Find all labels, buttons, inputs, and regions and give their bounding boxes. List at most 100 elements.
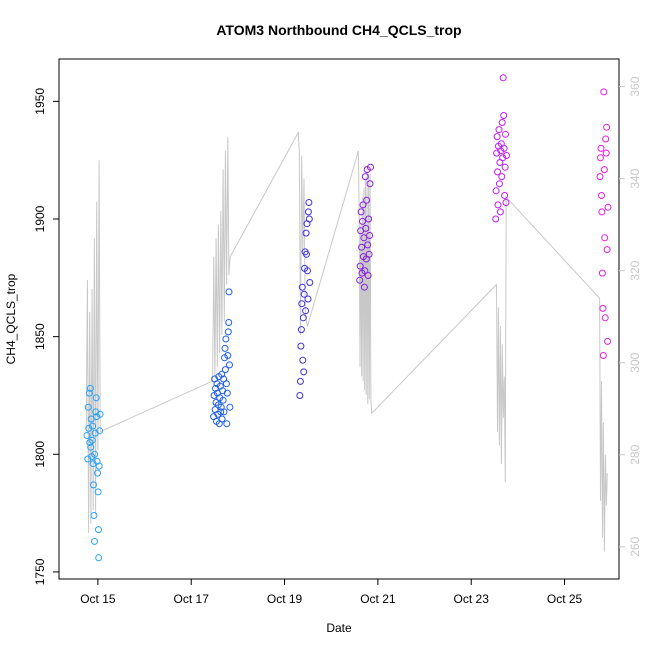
data-point: [223, 389, 231, 397]
data-point: [603, 246, 611, 254]
right-tick-label: 360: [628, 76, 642, 96]
data-point: [300, 368, 308, 376]
data-point: [85, 389, 93, 397]
data-point: [598, 269, 606, 277]
data-point: [304, 267, 311, 275]
data-point: [225, 319, 233, 326]
x-axis: Oct 15 Oct 17 Oct 19 Oct 21 Oct 23 Oct 25: [80, 579, 583, 606]
data-point: [502, 199, 510, 206]
data-point: [305, 199, 313, 206]
data-point: [503, 152, 510, 159]
data-point: [86, 384, 94, 392]
data-point: [224, 352, 232, 359]
data-point: [596, 173, 604, 181]
data-point: [87, 443, 95, 451]
data-point: [360, 234, 368, 242]
data-point: [298, 300, 306, 308]
data-point: [499, 74, 507, 82]
data-point: [356, 262, 364, 270]
data-point: [224, 328, 232, 336]
data-point: [361, 267, 369, 275]
data-point: [599, 304, 607, 312]
data-point: [222, 380, 230, 388]
data-point: [96, 427, 104, 435]
data-point: [362, 224, 370, 232]
data-point: [492, 215, 500, 223]
chart-title: ATOM3 Northbound CH4_QCLS_trop: [216, 22, 461, 38]
data-point: [494, 201, 502, 209]
data-point: [296, 377, 304, 385]
data-point: [84, 403, 92, 411]
plot-frame: [58, 58, 620, 580]
data-point: [220, 408, 228, 416]
y-axis-title: CH4_QCLS_trop: [4, 273, 18, 364]
data-point: [597, 154, 604, 162]
data-point: [597, 144, 605, 152]
data-point: [93, 413, 101, 421]
data-point: [359, 217, 366, 225]
y-tick-label: 1950: [33, 88, 47, 115]
data-point: [494, 168, 501, 176]
data-point: [222, 335, 230, 343]
data-point: [498, 119, 506, 126]
data-point: [492, 187, 500, 195]
data-point: [366, 232, 374, 239]
data-point: [91, 537, 98, 545]
y-tick-label: 1900: [33, 205, 47, 232]
data-point: [598, 192, 605, 199]
data-point: [365, 215, 373, 223]
data-point: [366, 180, 374, 188]
data-point: [367, 163, 374, 171]
data-point: [297, 326, 305, 334]
data-point: [500, 112, 508, 119]
x-axis-title: Date: [326, 621, 352, 635]
data-point: [89, 422, 97, 430]
data-point: [500, 144, 508, 152]
data-point: [304, 295, 312, 303]
data-point: [364, 272, 372, 279]
data-point: [360, 283, 368, 291]
data-point: [95, 462, 103, 470]
y-tick-label: 1800: [33, 441, 47, 468]
x-tick-label: Oct 21: [360, 592, 396, 606]
data-point: [363, 196, 371, 204]
data-point: [502, 130, 509, 138]
data-point: [88, 436, 96, 444]
data-point: [604, 337, 612, 345]
data-point: [94, 488, 102, 496]
right-tick-label: 320: [628, 260, 642, 280]
data-point: [225, 288, 233, 296]
data-point: [221, 366, 229, 374]
data-point: [218, 370, 226, 378]
y-tick-label: 1750: [33, 558, 47, 585]
x-tick-label: Oct 25: [547, 592, 583, 606]
data-point: [598, 208, 606, 216]
data-point: [599, 352, 607, 359]
data-point: [296, 392, 304, 399]
data-point: [91, 450, 99, 458]
data-point: [357, 208, 365, 216]
data-point: [356, 276, 364, 284]
data-point: [493, 133, 501, 141]
data-point: [304, 208, 312, 216]
data-point: [602, 135, 610, 143]
x-tick-label: Oct 19: [267, 592, 303, 606]
data-point: [498, 173, 506, 181]
x-tick-label: Oct 17: [174, 592, 210, 606]
data-point: [359, 201, 367, 209]
right-tick-label: 280: [628, 444, 642, 464]
right-tick-label: 260: [628, 536, 642, 556]
data-point: [226, 403, 234, 411]
data-point: [501, 163, 509, 171]
data-point: [604, 203, 612, 211]
data-point: [601, 314, 609, 322]
data-point: [601, 234, 609, 242]
data-point: [212, 399, 220, 406]
right-axis: 260 280 300 320 340 360: [619, 76, 642, 557]
data-point: [298, 283, 306, 291]
secondary-line: [85, 130, 608, 552]
data-point: [300, 290, 308, 298]
data-point: [302, 307, 310, 315]
data-point: [90, 512, 98, 519]
